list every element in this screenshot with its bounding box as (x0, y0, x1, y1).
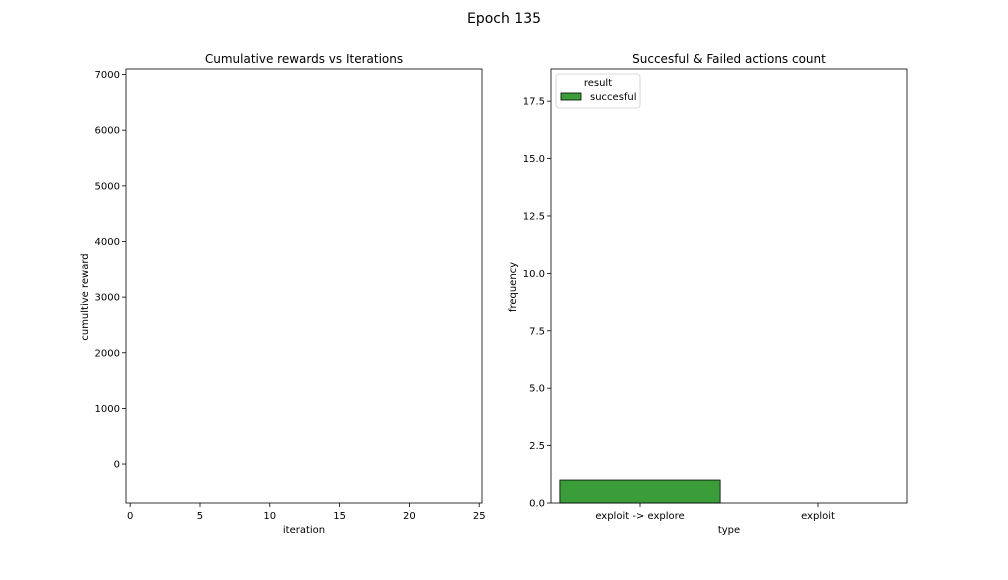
right-y-tick-label: 10.0 (523, 269, 545, 280)
right-chart-plot-area (550, 68, 908, 504)
right-x-tick-label: exploit (801, 511, 835, 522)
legend-swatch-succesful (560, 92, 582, 101)
left-y-tick-label: 4000 (95, 237, 120, 248)
left-chart-y-ticks: 0 1000 2000 3000 4000 5000 6000 7000 (95, 70, 126, 471)
right-y-tick-label: 7.5 (529, 326, 545, 337)
right-chart: Succesful & Failed actions count exploit… (508, 52, 908, 536)
left-x-tick-label: 15 (333, 511, 346, 522)
bar-succesful (559, 479, 721, 504)
right-y-tick-label: 15.0 (523, 154, 545, 165)
right-chart-title: Succesful & Failed actions count (632, 52, 826, 66)
left-x-tick-label: 10 (263, 511, 276, 522)
left-y-tick-label: 5000 (95, 181, 120, 192)
legend-title: result (584, 78, 612, 89)
left-y-tick-label: 0 (114, 460, 120, 471)
right-y-tick-label: 0.0 (529, 499, 545, 510)
right-y-tick-label: 17.5 (523, 97, 545, 108)
figure-suptitle: Epoch 135 (467, 11, 541, 27)
left-chart-y-label: cumultive reward (80, 253, 91, 340)
left-chart-x-ticks: 0 5 10 15 20 25 (127, 503, 486, 522)
right-chart-x-ticks: exploit -> explore exploit (595, 503, 835, 522)
legend-label-succesful: succesful (590, 92, 637, 103)
right-chart-legend: result succesful (555, 73, 641, 109)
left-chart-x-label: iteration (283, 525, 325, 536)
right-chart-bars (559, 479, 721, 504)
right-x-tick-label: exploit -> explore (595, 511, 684, 522)
right-chart-x-label: type (718, 525, 740, 536)
right-chart-y-label: frequency (508, 262, 519, 312)
left-y-tick-label: 2000 (95, 348, 120, 359)
left-y-tick-label: 6000 (95, 126, 120, 137)
right-y-tick-label: 2.5 (529, 441, 545, 452)
left-y-tick-label: 7000 (95, 70, 120, 81)
right-y-tick-label: 5.0 (529, 384, 545, 395)
left-chart: Cumulative rewards vs Iterations 0 5 10 15 2… (80, 52, 486, 536)
left-y-tick-label: 3000 (95, 293, 120, 304)
left-x-tick-label: 20 (403, 511, 416, 522)
left-x-tick-label: 5 (197, 511, 203, 522)
left-x-tick-label: 0 (127, 511, 133, 522)
left-chart-plot-area (125, 68, 483, 504)
left-chart-title: Cumulative rewards vs Iterations (205, 52, 403, 66)
left-x-tick-label: 25 (473, 511, 486, 522)
left-y-tick-label: 1000 (95, 404, 120, 415)
right-y-tick-label: 12.5 (523, 211, 545, 222)
right-chart-y-ticks: 0.0 2.5 5.0 7.5 10.0 12.5 15.0 17.5 (523, 97, 551, 510)
